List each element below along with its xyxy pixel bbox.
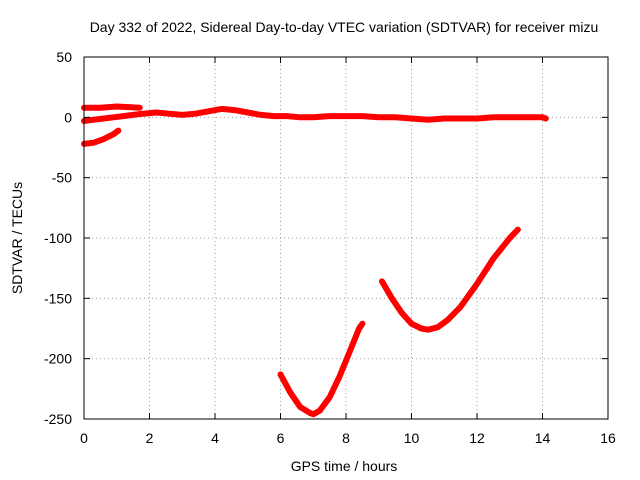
x-tick-label: 4	[211, 430, 219, 446]
y-tick-label: -200	[44, 351, 72, 367]
x-tick-label: 10	[404, 430, 420, 446]
x-tick-label: 2	[146, 430, 154, 446]
x-tick-labels: 0 2 4 6 8 10 12 14 16	[80, 430, 616, 446]
data-series	[81, 103, 549, 418]
chart-title: Day 332 of 2022, Sidereal Day-to-day VTE…	[90, 19, 599, 35]
x-tick-label: 8	[342, 430, 350, 446]
series-arc-2	[81, 105, 549, 124]
x-axis-label: GPS time / hours	[291, 458, 398, 474]
x-tick-label: 0	[80, 430, 88, 446]
x-tick-label: 16	[600, 430, 616, 446]
y-tick-label: -50	[52, 170, 72, 186]
x-tick-label: 14	[535, 430, 551, 446]
y-tick-label: -150	[44, 290, 72, 306]
y-tick-labels: 50 0 -50 -100 -150 -200 -250	[44, 49, 72, 427]
y-tick-label: -250	[44, 411, 72, 427]
axis-ticks	[83, 56, 609, 420]
y-tick-label: 0	[64, 109, 72, 125]
x-tick-label: 12	[469, 430, 485, 446]
series-arc-5	[379, 226, 521, 333]
y-tick-label: 50	[56, 49, 72, 65]
x-tick-label: 6	[277, 430, 285, 446]
y-tick-label: -100	[44, 230, 72, 246]
series-arc-3	[81, 127, 122, 147]
series-arc-1	[81, 103, 143, 111]
y-axis-label: SDTVAR / TECUs	[9, 182, 25, 294]
series-arc-4	[277, 320, 366, 418]
